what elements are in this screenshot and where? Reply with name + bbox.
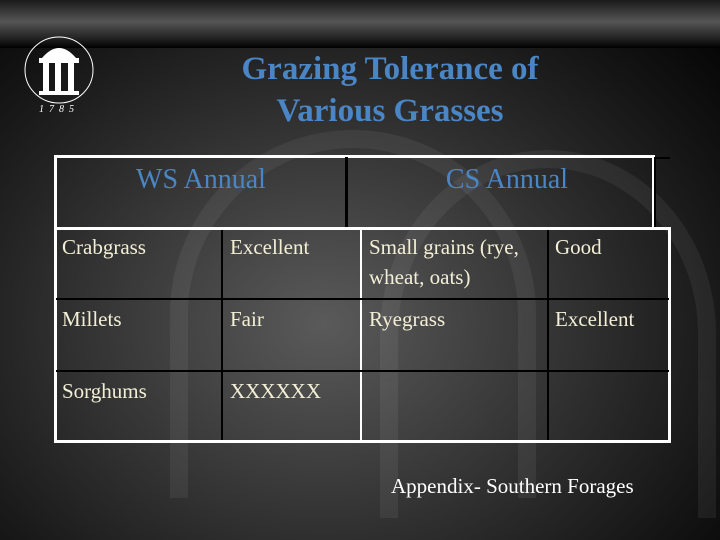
cell-tolerance: Good: [555, 235, 602, 259]
title-line-2: Various Grasses: [276, 93, 504, 129]
border: [54, 227, 57, 443]
border: [54, 440, 671, 443]
border: [652, 155, 655, 230]
cell-grass: Millets: [62, 307, 122, 331]
university-arch-logo: 1785: [24, 36, 94, 115]
cell-tolerance: Excellent: [230, 235, 310, 259]
border: [668, 227, 671, 443]
slide-title: Grazing Tolerance of Various Grasses: [180, 48, 600, 132]
footer-note: Appendix- Southern Forages: [391, 474, 634, 498]
border: [547, 230, 549, 440]
cell-grass: Small grains (rye, wheat, oats): [369, 235, 519, 289]
cell-tolerance: XXXXXX: [230, 379, 321, 403]
border: [345, 157, 348, 227]
cell-tolerance: Fair: [230, 307, 264, 331]
border: [54, 155, 57, 230]
cell-tolerance: Excellent: [555, 307, 635, 331]
title-line-1: Grazing Tolerance of: [241, 51, 539, 87]
cell-grass: Crabgrass: [62, 235, 146, 259]
header-cs-annual: CS Annual: [445, 164, 569, 195]
cell-grass: Ryegrass: [369, 307, 446, 331]
border: [56, 370, 669, 372]
border: [56, 298, 669, 300]
border: [54, 227, 671, 230]
border: [360, 227, 362, 443]
logo-year: 1785: [39, 104, 79, 115]
border: [221, 230, 223, 440]
top-bar: [0, 0, 720, 48]
header-ws-annual: WS Annual: [136, 164, 266, 195]
cell-grass: Sorghums: [62, 379, 147, 403]
border: [654, 157, 670, 229]
border: [54, 155, 654, 158]
